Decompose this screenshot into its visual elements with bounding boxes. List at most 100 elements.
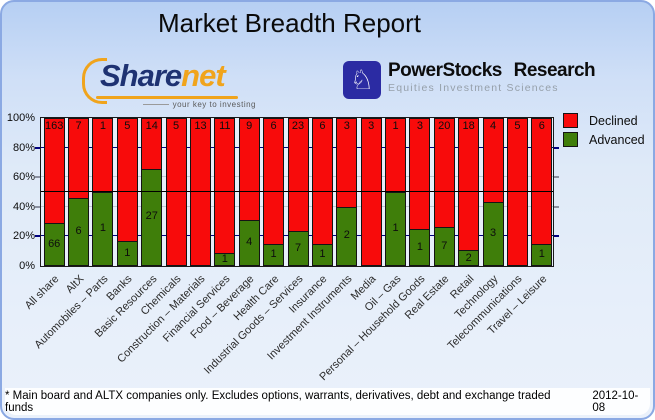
axis-tick bbox=[554, 205, 559, 208]
knight-chess-icon: ♘ bbox=[343, 61, 381, 99]
bar-value-declined: 6 bbox=[538, 120, 545, 132]
y-axis-label: 60% bbox=[12, 171, 35, 184]
bar: 5 bbox=[506, 118, 528, 266]
bar-value-declined: 7 bbox=[75, 120, 82, 132]
chart-title: Market Breadth Report bbox=[157, 8, 421, 38]
bar-value-declined: 18 bbox=[462, 120, 475, 132]
sharenet-logo: Sharenet your key to investing bbox=[82, 58, 255, 109]
declined-segment bbox=[337, 119, 357, 207]
bar-value-declined: 20 bbox=[438, 120, 451, 132]
bar-value-advanced: 2 bbox=[465, 251, 472, 264]
bar: 3 bbox=[360, 118, 382, 266]
footnote-text: * Main board and ALTX companies only. Ex… bbox=[5, 389, 551, 414]
declined-segment bbox=[215, 119, 235, 253]
bar-value-advanced: 1 bbox=[416, 240, 423, 253]
declined-segment bbox=[483, 119, 503, 203]
advanced-segment bbox=[434, 227, 454, 265]
advanced-segment bbox=[459, 250, 479, 265]
bar: 14 27 bbox=[141, 118, 163, 266]
bar-value-declined: 3 bbox=[368, 120, 375, 132]
advanced-segment bbox=[410, 228, 430, 265]
declined-segment bbox=[434, 119, 454, 228]
bar-value-advanced: 27 bbox=[145, 210, 158, 223]
advanced-swatch-icon bbox=[563, 132, 578, 147]
advanced-segment bbox=[142, 168, 162, 265]
y-axis-label: 20% bbox=[12, 230, 35, 243]
bar-value-advanced: 7 bbox=[441, 239, 448, 252]
chart-legend: Declined Advanced bbox=[563, 113, 645, 151]
bar-value-advanced: 66 bbox=[48, 237, 61, 250]
declined-swatch-icon bbox=[563, 113, 578, 128]
declined-segment bbox=[386, 119, 406, 192]
bar-value-advanced: 1 bbox=[538, 248, 545, 261]
bar-value-declined: 4 bbox=[489, 120, 497, 132]
bar-value-advanced: 3 bbox=[489, 227, 497, 240]
advanced-segment bbox=[337, 206, 357, 265]
report-date: 2012-10-08 bbox=[592, 389, 639, 414]
bar: 18 2 bbox=[458, 118, 480, 266]
declined-segment bbox=[312, 119, 332, 245]
powerstocks-logo: ♘ PowerStocks Research Equities Investme… bbox=[343, 60, 596, 99]
bar: 11 1 bbox=[214, 118, 236, 266]
declined-segment bbox=[288, 119, 308, 231]
advanced-segment bbox=[288, 230, 308, 265]
bar-value-declined: 6 bbox=[319, 120, 326, 132]
powerstocks-name: PowerStocks Research bbox=[388, 60, 596, 81]
bar-value-declined: 3 bbox=[416, 120, 423, 132]
fifty-percent-line bbox=[41, 191, 553, 192]
bar-value-advanced: 4 bbox=[246, 236, 253, 249]
declined-segment bbox=[532, 119, 552, 245]
declined-segment bbox=[459, 119, 479, 251]
declined-segment bbox=[361, 119, 381, 265]
advanced-segment bbox=[69, 197, 89, 265]
bar-value-declined: 11 bbox=[219, 120, 231, 132]
declined-segment bbox=[93, 119, 113, 192]
sharenet-underline bbox=[96, 96, 238, 99]
bar-value-advanced: 1 bbox=[99, 222, 106, 234]
declined-segment bbox=[166, 119, 186, 265]
sharenet-tagline: your key to investing bbox=[143, 100, 256, 109]
plot-area: 163 66 7 6 1 1 5 1 14 27 5 13 11 1 9 4 6 1 23 7 6 1 3 2 3 1 1 3 1 20 7… bbox=[40, 117, 554, 267]
bar: 23 7 bbox=[287, 118, 309, 266]
axis-tick bbox=[35, 176, 40, 179]
bar: 5 bbox=[165, 118, 187, 266]
advanced-segment bbox=[44, 222, 64, 265]
bar-value-advanced: 1 bbox=[221, 252, 228, 265]
bar-value-advanced: 1 bbox=[124, 246, 131, 259]
axis-tick bbox=[554, 146, 559, 149]
advanced-segment bbox=[264, 244, 284, 265]
bar-value-declined: 6 bbox=[270, 120, 277, 132]
bar-value-declined: 23 bbox=[291, 120, 305, 132]
advanced-segment bbox=[312, 244, 332, 265]
declined-segment bbox=[239, 119, 259, 221]
y-axis-label: 80% bbox=[12, 141, 35, 154]
bar-value-declined: 163 bbox=[45, 120, 64, 132]
advanced-segment bbox=[117, 240, 137, 265]
y-axis-label: 0% bbox=[19, 260, 35, 272]
bar-value-advanced: 2 bbox=[343, 229, 350, 242]
bar-value-declined: 9 bbox=[246, 120, 253, 132]
sharenet-arc-icon bbox=[82, 58, 107, 104]
axis-tick bbox=[35, 235, 40, 238]
legend-item-advanced: Advanced bbox=[563, 132, 645, 147]
advanced-segment bbox=[215, 252, 235, 265]
advanced-segment bbox=[386, 192, 406, 265]
axis-tick bbox=[35, 205, 40, 208]
advanced-segment bbox=[483, 202, 503, 265]
declined-segment bbox=[44, 119, 64, 223]
advanced-segment bbox=[239, 220, 259, 265]
y-axis-label: 40% bbox=[12, 200, 35, 213]
bar-value-declined: 14 bbox=[145, 120, 158, 132]
bar-value-declined: 5 bbox=[514, 120, 521, 132]
sharenet-word-net: net bbox=[181, 58, 225, 93]
declined-segment bbox=[69, 119, 89, 198]
